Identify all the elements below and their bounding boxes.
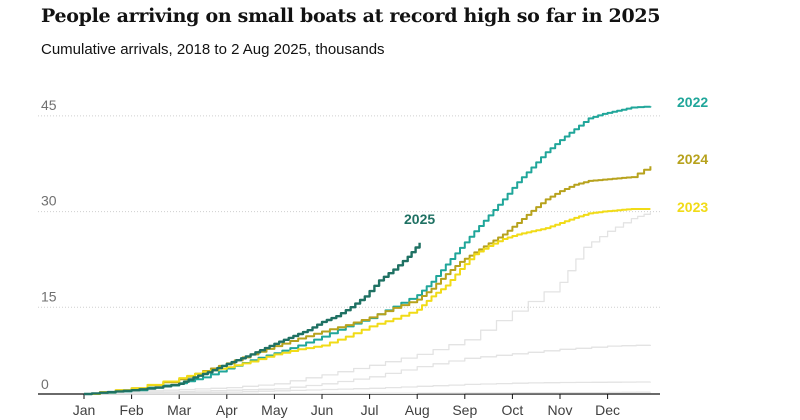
- x-tick-label: Aug: [405, 402, 430, 418]
- y-tick-label: 45: [41, 97, 57, 113]
- x-tick-label: Jun: [311, 402, 334, 418]
- x-tick-label: Jan: [73, 402, 96, 418]
- series-line-2023: [84, 208, 651, 395]
- x-tick-label: Sep: [452, 402, 477, 418]
- x-tick-label: Apr: [216, 402, 238, 418]
- x-tick-label: Nov: [548, 402, 573, 418]
- x-tick-label: Jul: [361, 402, 379, 418]
- series-line-2024: [84, 166, 652, 395]
- y-tick-label: 30: [41, 193, 57, 209]
- series-line-background: [84, 381, 652, 395]
- x-tick-label: Mar: [167, 402, 191, 418]
- gridlines: [38, 115, 660, 395]
- series-labels: 2022 2024 2023 2025: [404, 94, 708, 227]
- series-label-2023: 2023: [677, 199, 708, 215]
- series-label-2022: 2022: [677, 94, 708, 110]
- y-tick-label: 0: [41, 376, 49, 392]
- chart-title: People arriving on small boats at record…: [41, 5, 661, 27]
- series-lines: [84, 105, 652, 396]
- series-line-background: [84, 212, 652, 395]
- series-line-2025: [84, 242, 421, 396]
- series-label-2024: 2024: [677, 151, 708, 167]
- y-axis-ticks: 0 15 30 45: [41, 97, 57, 392]
- x-tick-label: Feb: [120, 402, 144, 418]
- y-tick-label: 15: [41, 288, 57, 304]
- chart-subtitle: Cumulative arrivals, 2018 to 2 Aug 2025,…: [41, 41, 385, 58]
- x-axis-ticks: Jan Feb Mar Apr May Jun Jul Aug Sep Oct Nov Dec: [73, 394, 620, 418]
- x-tick-label: Dec: [595, 402, 620, 418]
- series-line-2022: [84, 105, 652, 395]
- x-tick-label: May: [261, 402, 287, 418]
- series-label-2025: 2025: [404, 211, 435, 227]
- series-line-background: [84, 391, 652, 395]
- series-line-background: [84, 344, 652, 395]
- x-tick-label: Oct: [502, 402, 524, 418]
